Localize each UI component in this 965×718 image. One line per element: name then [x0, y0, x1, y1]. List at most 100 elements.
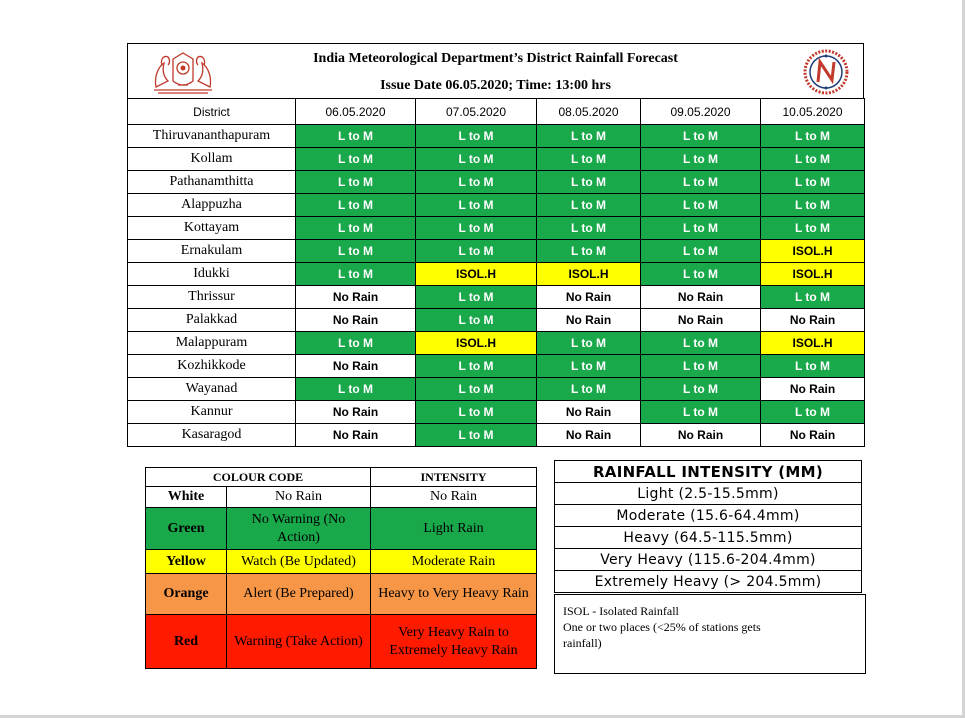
- district-name: Palakkad: [127, 308, 296, 332]
- district-name: Kasaragod: [127, 423, 296, 447]
- window-frame-right: [962, 0, 965, 718]
- legend-colour-label: Yellow: [145, 549, 227, 574]
- forecast-cell: L to M: [295, 262, 416, 286]
- legend-meaning: Warning (Take Action): [226, 614, 371, 669]
- forecast-cell: L to M: [640, 193, 761, 217]
- column-header-date: 09.05.2020: [640, 98, 761, 125]
- legend-header-colour-code: COLOUR CODE: [145, 467, 371, 487]
- forecast-cell: L to M: [415, 377, 537, 401]
- district-name: Kannur: [127, 400, 296, 424]
- forecast-cell: No Rain: [640, 308, 761, 332]
- forecast-cell: L to M: [760, 170, 865, 194]
- district-name: Pathanamthitta: [127, 170, 296, 194]
- intensity-row: Extremely Heavy (> 204.5mm): [554, 570, 862, 593]
- legend-meaning: No Warning (No Action): [226, 507, 371, 550]
- forecast-cell: L to M: [640, 262, 761, 286]
- district-forecast-table: District 06.05.2020 07.05.2020 08.05.202…: [127, 98, 865, 447]
- intensity-row: Very Heavy (115.6-204.4mm): [554, 548, 862, 571]
- legend-header-row: COLOUR CODE INTENSITY: [145, 467, 537, 487]
- district-name: Wayanad: [127, 377, 296, 401]
- forecast-cell: No Rain: [536, 400, 641, 424]
- forecast-cell: No Rain: [536, 285, 641, 309]
- forecast-cell: ISOL.H: [760, 262, 865, 286]
- legend-row-red: Red Warning (Take Action) Very Heavy Rai…: [145, 614, 537, 669]
- forecast-cell: No Rain: [760, 308, 865, 332]
- column-header-date: 08.05.2020: [536, 98, 641, 125]
- forecast-cell: L to M: [295, 170, 416, 194]
- forecast-cell: L to M: [760, 400, 865, 424]
- forecast-cell: L to M: [536, 193, 641, 217]
- table-row: Palakkad No Rain L to M No Rain No Rain No Ra…: [127, 308, 865, 332]
- forecast-cell: No Rain: [640, 285, 761, 309]
- district-name: Malappuram: [127, 331, 296, 355]
- forecast-cell: ISOL.H: [415, 262, 537, 286]
- forecast-cell: L to M: [295, 193, 416, 217]
- issue-date-line: Issue Date 06.05.2020; Time: 13:00 hrs: [380, 78, 611, 93]
- forecast-cell: L to M: [640, 377, 761, 401]
- note-line: One or two places (<25% of stations gets: [563, 620, 761, 634]
- forecast-cell: L to M: [295, 239, 416, 263]
- forecast-cell: No Rain: [295, 423, 416, 447]
- forecast-cell: L to M: [415, 285, 537, 309]
- window-frame-bottom: [0, 715, 965, 718]
- table-row: Idukki L to M ISOL.H ISOL.H L to M ISOL.H: [127, 262, 865, 286]
- forecast-cell: L to M: [640, 170, 761, 194]
- forecast-cell: L to M: [295, 147, 416, 171]
- forecast-cell: L to M: [760, 285, 865, 309]
- intensity-row: Moderate (15.6-64.4mm): [554, 504, 862, 527]
- forecast-cell: L to M: [536, 216, 641, 240]
- column-header-date: 07.05.2020: [415, 98, 537, 125]
- forecast-cell: L to M: [640, 239, 761, 263]
- legend-colour-label: Orange: [145, 573, 227, 615]
- forecast-cell: L to M: [415, 239, 537, 263]
- district-name: Thiruvananthapuram: [127, 124, 296, 148]
- forecast-header-row: District 06.05.2020 07.05.2020 08.05.202…: [127, 98, 865, 125]
- colour-code-legend-table: COLOUR CODE INTENSITY White No Rain No R…: [145, 467, 537, 669]
- forecast-cell: No Rain: [760, 377, 865, 401]
- district-name: Kozhikkode: [127, 354, 296, 378]
- disaster-management-logo-icon: [803, 49, 849, 95]
- forecast-cell: L to M: [415, 354, 537, 378]
- forecast-cell: L to M: [415, 124, 537, 148]
- forecast-header: India Meteorological Department’s Distri…: [127, 43, 864, 98]
- legend-row-green: Green No Warning (No Action) Light Rain: [145, 507, 537, 550]
- forecast-cell: L to M: [415, 216, 537, 240]
- forecast-cell: L to M: [536, 354, 641, 378]
- legend-colour-label: Green: [145, 507, 227, 550]
- forecast-cell: L to M: [415, 193, 537, 217]
- forecast-cell: No Rain: [295, 354, 416, 378]
- forecast-cell: L to M: [415, 170, 537, 194]
- forecast-cell: L to M: [415, 308, 537, 332]
- column-header-date: 10.05.2020: [760, 98, 865, 125]
- legend-row-yellow: Yellow Watch (Be Updated) Moderate Rain: [145, 549, 537, 574]
- legend-intensity: No Rain: [370, 486, 537, 508]
- legend-colour-label: Red: [145, 614, 227, 669]
- forecast-cell: L to M: [640, 400, 761, 424]
- forecast-cell: L to M: [536, 331, 641, 355]
- legend-intensity: Very Heavy Rain to Extremely Heavy Rain: [370, 614, 537, 669]
- forecast-cell: ISOL.H: [760, 239, 865, 263]
- forecast-cell: L to M: [536, 124, 641, 148]
- forecast-cell: L to M: [295, 377, 416, 401]
- note-line: ISOL - Isolated Rainfall: [563, 604, 679, 618]
- forecast-cell: No Rain: [640, 423, 761, 447]
- forecast-cell: ISOL.H: [760, 331, 865, 355]
- forecast-cell: No Rain: [295, 308, 416, 332]
- legend-row-orange: Orange Alert (Be Prepared) Heavy to Very…: [145, 573, 537, 615]
- district-name: Ernakulam: [127, 239, 296, 263]
- forecast-cell: L to M: [760, 147, 865, 171]
- intensity-table-title: RAINFALL INTENSITY (MM): [554, 460, 862, 483]
- forecast-cell: L to M: [295, 124, 416, 148]
- legend-meaning: Watch (Be Updated): [226, 549, 371, 574]
- legend-meaning: No Rain: [226, 486, 371, 508]
- forecast-cell: No Rain: [536, 308, 641, 332]
- forecast-cell: L to M: [295, 331, 416, 355]
- intensity-row: Light (2.5-15.5mm): [554, 482, 862, 505]
